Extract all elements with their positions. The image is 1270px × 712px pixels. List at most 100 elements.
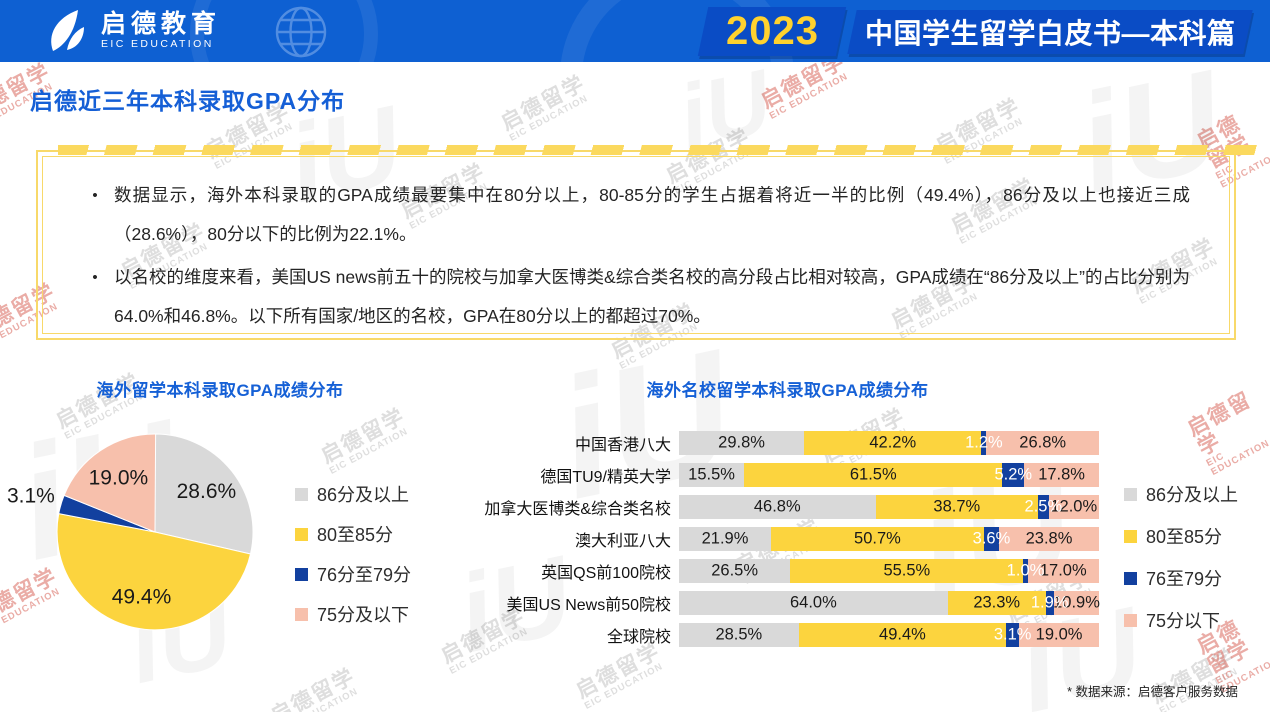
pie-chart-title: 海外留学本科录取GPA成绩分布 [96,381,344,400]
bar-row: 全球院校 28.5% 49.4% 3.1% 19.0% [475,619,1100,651]
legend-label: 80至85分 [317,525,394,545]
bar-segment: 3.1% [994,623,1031,647]
bar-track: 46.8% 38.7% 2.5% 12.0% [679,495,1099,519]
summary-bullet: • 以名校的维度来看，美国US news前五十的院校与加拿大医博类&综合类名校的高… [76,258,1190,336]
bullet-text: 以名校的维度来看，美国US news前五十的院校与加拿大医博类&综合类名校的高分… [114,267,1190,326]
legend-item: 80至85分 [295,521,411,547]
summary-box: • 数据显示，海外本科录取的GPA成绩最要集中在80分以上，80-85分的学生占据… [36,145,1270,340]
legend-label: 75分以下 [1146,611,1221,631]
legend-item: 75分以下 [1124,607,1238,633]
bar-segment: 55.5% [790,559,1024,583]
bar-segment: 3.6% [973,527,1010,551]
bar-segment-value: 5.2% [994,465,1033,484]
bar-segment: 50.7% [770,527,984,551]
bar-segment: 49.4% [798,623,1007,647]
bar-segment-value: 29.8% [718,433,765,452]
bar-segment-value: 50.7% [854,529,901,548]
pie-value-label: 28.6% [177,480,237,503]
bar-track: 26.5% 55.5% 1.0% 17.0% [679,559,1099,583]
bar-segment-value: 1.2% [965,433,1003,452]
pie-slice [56,513,252,631]
bar-segment: 23.3% [947,591,1046,615]
bar-segment: 10.9% [1053,591,1100,615]
bar-segment: 61.5% [744,463,1003,487]
bar-segment: 12.0% [1048,495,1099,519]
legend-swatch [1124,613,1137,627]
legend-item: 80至85分 [1124,523,1238,549]
bar-segment: 29.8% [679,431,805,455]
legend-swatch [295,527,308,541]
bar-segment-value: 23.3% [973,593,1021,612]
bar-segment-value: 17.8% [1038,465,1085,484]
bar-segment: 1.2% [965,431,1003,455]
legend-item: 76至79分 [1124,565,1238,591]
bar-segment-value: 1.0% [1006,561,1045,580]
bar-segment: 21.9% [679,527,771,551]
report-title-label: 中国学生留学白皮书—本科篇 [864,18,1236,49]
bar-track: 28.5% 49.4% 3.1% 19.0% [679,623,1099,647]
bar-segment: 15.5% [679,463,745,487]
bar-segment-value: 55.5% [883,561,931,580]
bar-segment-value: 1.9% [1030,593,1069,612]
bar-segment-value: 15.5% [688,465,735,484]
bar-segment: 1.0% [1007,559,1044,583]
pie-slice [63,433,157,533]
bar-segment-value: 12.0% [1050,497,1098,516]
legend-swatch [295,487,308,501]
bar-segment: 28.5% [679,623,799,647]
bar-segment: 38.7% [875,495,1039,519]
bar-track: 29.8% 42.2% 1.2% 26.8% [679,431,1099,455]
bar-segment: 42.2% [804,431,982,455]
pie-value-label: 49.4% [112,585,172,608]
eic-logo: 启德教育 EIC EDUCATION [44,8,221,54]
bar-track: 64.0% 23.3% 1.9% 10.9% [679,591,1100,615]
bar-segment-value: 17.0% [1039,561,1087,580]
year-badge: 2023 [697,7,847,56]
legend-label: 75分及以下 [317,605,410,625]
brand-name-en: EIC EDUCATION [101,38,214,51]
bar-segment: 46.8% [679,495,876,519]
bar-row: 英国QS前100院校 26.5% 55.5% 1.0% 17.0% [475,555,1100,587]
bar-category-label: 加拿大医博类&综合类名校 [484,501,671,518]
bar-segment-value: 3.6% [972,529,1011,548]
legend-label: 76分至79分 [317,565,412,585]
bar-segment: 1.9% [1031,591,1068,615]
bar-segment-value: 10.9% [1053,593,1100,612]
report-title-badge: 中国学生留学白皮书—本科篇 [847,10,1253,54]
bar-category-label: 中国香港八大 [574,437,671,454]
bar-segment-value: 61.5% [849,465,897,484]
bar-segment-value: 19.0% [1035,625,1083,644]
bar-segment-value: 28.5% [715,625,763,644]
bar-segment-value: 42.2% [869,433,917,452]
page-title: 启德近三年本科录取GPA分布 [30,88,346,114]
header-decor-circle [190,0,378,62]
bar-category-label: 美国US News前50院校 [506,597,671,614]
bullet-text: 数据显示，海外本科录取的GPA成绩最要集中在80分以上，80-85分的学生占据着… [114,185,1190,244]
summary-box-inner-border [42,156,1230,334]
bar-segment: 26.8% [986,431,1099,455]
bar-segment-value: 26.5% [711,561,759,580]
bar-category-label: 全球院校 [606,629,671,646]
bar-segment: 19.0% [1019,623,1099,647]
legend-item: 86分及以上 [295,481,411,507]
bar-row: 中国香港八大 29.8% 42.2% 1.2% 26.8% [475,427,1100,459]
bullet-marker: • [92,269,98,286]
summary-bullet: • 数据显示，海外本科录取的GPA成绩最要集中在80分以上，80-85分的学生占据… [76,176,1190,254]
pie-slice [154,433,254,555]
bar-segment-value: 38.7% [933,497,981,516]
bullet-marker: • [92,187,98,204]
globe-icon [275,6,327,58]
dashed-top-border [58,145,1270,155]
legend-label: 86分及以上 [317,485,410,505]
bar-category-label: 澳大利亚八大 [574,533,671,550]
data-source-footnote: * 数据来源：启德客户服务数据 [1067,685,1238,699]
legend-label: 76至79分 [1146,569,1223,589]
pie-value-label: 19.0% [89,467,149,490]
bar-category-label: 德国TU9/精英大学 [540,469,671,486]
bar-segment: 17.8% [1024,463,1099,487]
bar-segment-value: 23.8% [1025,529,1073,548]
bar-segment-value: 49.4% [879,625,926,644]
